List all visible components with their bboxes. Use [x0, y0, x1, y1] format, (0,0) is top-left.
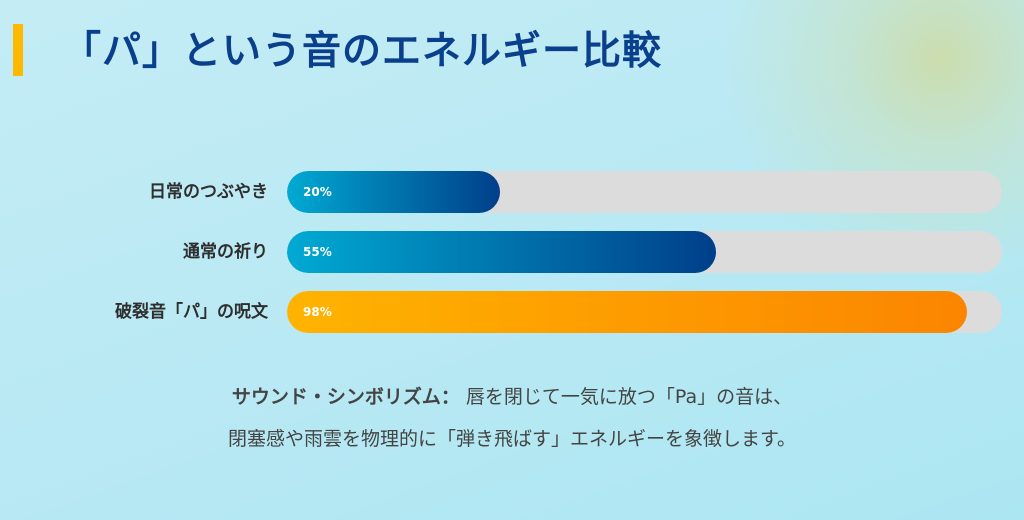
bar-value: 55%	[303, 245, 332, 259]
caption-lead: サウンド・シンボリズム：	[231, 386, 460, 408]
bar-label: 通常の祈り	[183, 242, 268, 262]
bar-fill: 98%	[287, 291, 967, 333]
page-title: 「パ」という音のエネルギー比較	[62, 29, 663, 74]
bar-label: 破裂音「パ」の呪文	[115, 302, 268, 322]
bar-track: 55%	[287, 231, 1002, 273]
bar-value: 98%	[303, 305, 332, 319]
caption-line-2: 閉塞感や雨雲を物理的に「弾き飛ばす」エネルギーを象徴します。	[227, 428, 797, 450]
caption-text: 唇を閉じて一気に放つ「Pa」の音は、	[459, 386, 793, 408]
bar-value: 20%	[303, 185, 332, 199]
caption-line-1: サウンド・シンボリズム： 唇を閉じて一気に放つ「Pa」の音は、	[0, 376, 1024, 418]
bar-row: 日常のつぶやき 20%	[0, 171, 1024, 213]
bar-track: 20%	[287, 171, 1002, 213]
bar-row: 通常の祈り 55%	[0, 231, 1024, 273]
bar-label: 日常のつぶやき	[149, 182, 268, 202]
title-accent-bar	[13, 24, 23, 76]
caption: サウンド・シンボリズム： 唇を閉じて一気に放つ「Pa」の音は、 閉塞感や雨雲を物…	[0, 376, 1024, 460]
bar-fill: 20%	[287, 171, 500, 213]
bar-row: 破裂音「パ」の呪文 98%	[0, 291, 1024, 333]
bar-fill: 55%	[287, 231, 716, 273]
bar-track: 98%	[287, 291, 1002, 333]
